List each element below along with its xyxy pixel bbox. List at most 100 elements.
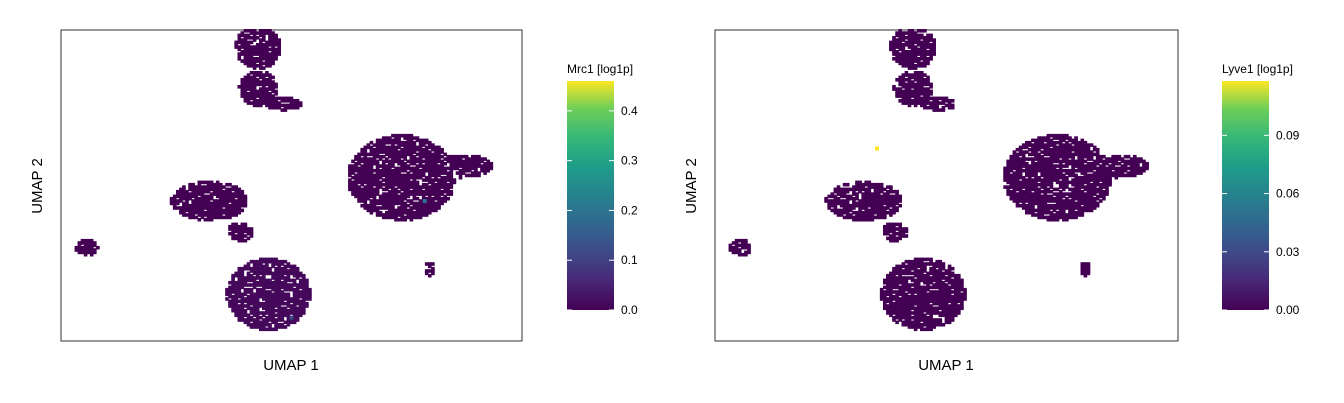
data-point: [400, 210, 404, 215]
data-point: [898, 313, 902, 318]
data-point: [274, 266, 278, 271]
data-point: [916, 85, 921, 89]
data-point: [1105, 175, 1109, 180]
data-point: [228, 304, 232, 308]
data-point: [228, 231, 232, 236]
data-point: [1025, 166, 1029, 171]
data-point: [252, 297, 257, 301]
data-point: [179, 194, 183, 199]
data-point: [249, 47, 254, 52]
data-point: [923, 57, 927, 61]
data-point: [391, 133, 395, 138]
data-point: [397, 152, 401, 157]
data-point: [360, 194, 364, 199]
data-point: [901, 313, 906, 318]
data-point: [1025, 192, 1029, 196]
data-point: [83, 245, 88, 250]
data-point: [1046, 159, 1051, 164]
data-point: [916, 294, 921, 299]
data-point: [262, 45, 266, 49]
data-point: [889, 304, 893, 308]
data-point: [923, 262, 927, 266]
data-point: [1025, 168, 1029, 173]
data-point: [440, 175, 444, 180]
data-point: [913, 89, 918, 94]
data-point: [240, 304, 245, 308]
data-point: [1083, 178, 1088, 182]
data-point: [886, 308, 890, 313]
data-point: [923, 54, 927, 59]
data-point: [464, 166, 469, 171]
data-point: [1058, 152, 1063, 157]
data-point: [243, 308, 248, 313]
data-point: [437, 145, 441, 150]
data-point: [876, 196, 881, 201]
data-point: [910, 45, 915, 49]
data-point: [372, 201, 377, 206]
data-point: [298, 271, 303, 276]
data-point: [246, 85, 251, 89]
data-point: [265, 61, 269, 66]
data-point: [231, 199, 235, 203]
data-point: [388, 182, 392, 187]
data-point: [243, 47, 248, 52]
data-point: [1040, 199, 1044, 203]
data-point: [898, 92, 902, 96]
data-point: [1092, 192, 1097, 196]
data-point: [935, 271, 939, 276]
data-point: [920, 287, 924, 292]
data-point: [1102, 166, 1106, 171]
data-point: [916, 301, 921, 306]
data-point: [870, 185, 875, 189]
data-point: [388, 215, 392, 220]
data-point: [194, 201, 198, 206]
data-point: [418, 168, 423, 173]
data-point: [240, 78, 245, 82]
data-point: [428, 168, 432, 173]
data-point: [904, 57, 909, 61]
data-point: [1092, 175, 1097, 180]
data-point: [1040, 196, 1044, 201]
data-point: [950, 299, 955, 304]
data-point: [418, 201, 423, 206]
data-point: [1046, 178, 1051, 182]
data-point: [1074, 189, 1078, 194]
data-point: [1052, 215, 1057, 220]
data-point: [397, 166, 401, 171]
data-point: [879, 185, 884, 189]
data-point: [77, 241, 82, 245]
data-point: [283, 266, 288, 271]
data-point: [932, 262, 936, 266]
data-point: [1031, 147, 1035, 152]
data-point: [234, 301, 238, 306]
data-point: [845, 206, 850, 210]
data-point: [366, 206, 371, 210]
data-point: [957, 306, 961, 311]
data-point: [415, 136, 420, 140]
data-point: [827, 194, 831, 199]
data-point: [913, 297, 918, 301]
data-point: [1015, 199, 1020, 203]
data-point: [892, 50, 896, 54]
data-point: [926, 271, 930, 276]
data-point: [265, 40, 269, 45]
data-point: [431, 166, 435, 171]
data-point: [1018, 159, 1023, 164]
data-point: [1009, 166, 1014, 171]
data-point: [381, 194, 386, 199]
data-point: [271, 315, 275, 320]
data-point: [237, 201, 242, 206]
data-point: [385, 145, 389, 150]
data-point: [243, 229, 248, 234]
data-point: [86, 245, 91, 250]
data-point: [1034, 192, 1038, 196]
data-point: [409, 213, 414, 217]
data-point: [243, 299, 248, 304]
data-point: [913, 280, 918, 285]
data-point: [892, 304, 896, 308]
data-point: [489, 161, 494, 166]
data-point: [243, 50, 248, 54]
data-point: [185, 196, 189, 201]
data-point: [298, 308, 303, 313]
data-point: [295, 294, 300, 299]
